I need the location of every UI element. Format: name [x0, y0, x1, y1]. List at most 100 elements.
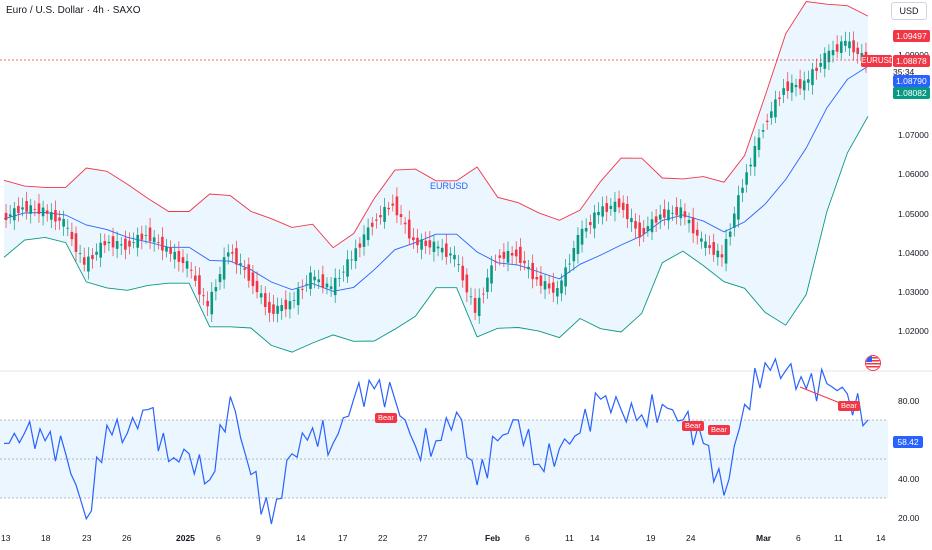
candle-body	[831, 50, 835, 56]
candle-body	[547, 283, 551, 289]
candle-body	[272, 304, 275, 314]
candle-body	[103, 241, 107, 246]
price-axis-label: 1.04000	[898, 248, 929, 258]
candle-body	[198, 275, 201, 295]
candle-body	[790, 82, 794, 93]
candle-body	[626, 203, 629, 220]
candle-body	[218, 274, 222, 283]
candle-body	[630, 218, 633, 223]
candle-body	[593, 212, 596, 229]
us-flag-icon[interactable]	[865, 355, 881, 371]
candle-body	[37, 203, 41, 215]
candle-body	[728, 231, 732, 237]
candle-body	[95, 251, 98, 255]
time-axis-label: 2025	[176, 533, 195, 543]
candle-body	[391, 203, 395, 206]
candle-body	[658, 214, 662, 220]
candle-body	[531, 262, 534, 280]
time-axis-label: 23	[82, 533, 92, 543]
candle-body	[292, 300, 296, 301]
candle-body	[74, 233, 78, 252]
candle-body	[128, 240, 131, 247]
time-axis-label: Feb	[485, 533, 501, 543]
candle-body	[498, 255, 502, 258]
rsi-line	[3, 357, 869, 525]
candle-body	[667, 209, 670, 221]
candle-body	[403, 222, 407, 225]
candle-body	[189, 269, 193, 271]
candle-body	[284, 299, 288, 310]
candle-body	[420, 239, 423, 250]
candle-body	[99, 242, 102, 258]
bear-divergence-label: Bear	[838, 401, 860, 411]
candle-body	[358, 243, 362, 248]
candle-body	[247, 264, 251, 281]
candle-body	[50, 211, 53, 220]
candle-body	[494, 261, 497, 263]
candle-body	[741, 187, 744, 193]
candle-body	[58, 217, 61, 221]
time-axis-label: 24	[686, 533, 696, 543]
time-axis-label: Mar	[756, 533, 772, 543]
candle-body	[819, 62, 822, 67]
price-axis-label: 1.07000	[898, 130, 929, 140]
candle-body	[482, 293, 485, 295]
bear-divergence-label: Bear	[708, 425, 730, 435]
candle-body	[597, 211, 600, 216]
candle-body	[144, 235, 148, 236]
time-axis-label: 19	[646, 533, 656, 543]
candle-body	[737, 195, 740, 220]
candle-body	[700, 238, 703, 242]
candle-body	[679, 207, 683, 219]
time-axis-label: 22	[378, 533, 388, 543]
candle-body	[444, 243, 448, 257]
symbol-title[interactable]: Euro / U.S. Dollar · 4h · SAXO	[6, 5, 141, 16]
candle-body	[502, 251, 506, 259]
candle-body	[333, 277, 337, 296]
candle-body	[169, 247, 172, 254]
currency-selector[interactable]: USD	[891, 2, 927, 20]
candle-body	[313, 276, 316, 281]
candle-body	[654, 216, 658, 223]
candle-body	[490, 265, 493, 284]
candle-body	[231, 252, 234, 254]
candle-body	[506, 250, 510, 263]
candle-body	[309, 272, 312, 289]
time-axis-label: 13	[1, 533, 11, 543]
candle-body	[239, 263, 242, 265]
rsi-value-tag: 58.42	[893, 436, 923, 448]
candle-body	[280, 305, 284, 312]
candle-body	[461, 265, 465, 281]
rsi-pane	[0, 357, 888, 525]
time-axis-label: 26	[122, 533, 132, 543]
candle-body	[609, 205, 613, 210]
candle-body	[634, 221, 637, 229]
candle-body	[329, 286, 333, 289]
candle-body	[375, 219, 378, 221]
time-axis-label: 6	[796, 533, 801, 543]
candle-body	[362, 234, 366, 247]
candle-body	[181, 257, 185, 264]
candle-body	[288, 301, 292, 310]
candle-body	[691, 217, 695, 234]
candle-body	[173, 251, 177, 260]
candle-body	[449, 253, 452, 256]
candle-body	[848, 41, 851, 49]
candle-body	[136, 234, 140, 248]
candle-body	[782, 88, 785, 95]
price-axis-label: 1.03000	[898, 287, 929, 297]
candle-body	[646, 226, 650, 231]
candle-body	[185, 261, 189, 269]
candle-body	[4, 212, 8, 221]
candle-body	[21, 207, 24, 210]
symbol-price-label: EURUSD	[861, 55, 895, 67]
candle-body	[765, 120, 769, 122]
candle-body	[695, 229, 699, 236]
candle-body	[732, 213, 736, 228]
candle-body	[33, 209, 37, 210]
candle-body	[811, 69, 814, 86]
candle-body	[370, 222, 374, 227]
rsi-axis-label: 40.00	[898, 474, 920, 484]
candle-body	[473, 298, 477, 313]
